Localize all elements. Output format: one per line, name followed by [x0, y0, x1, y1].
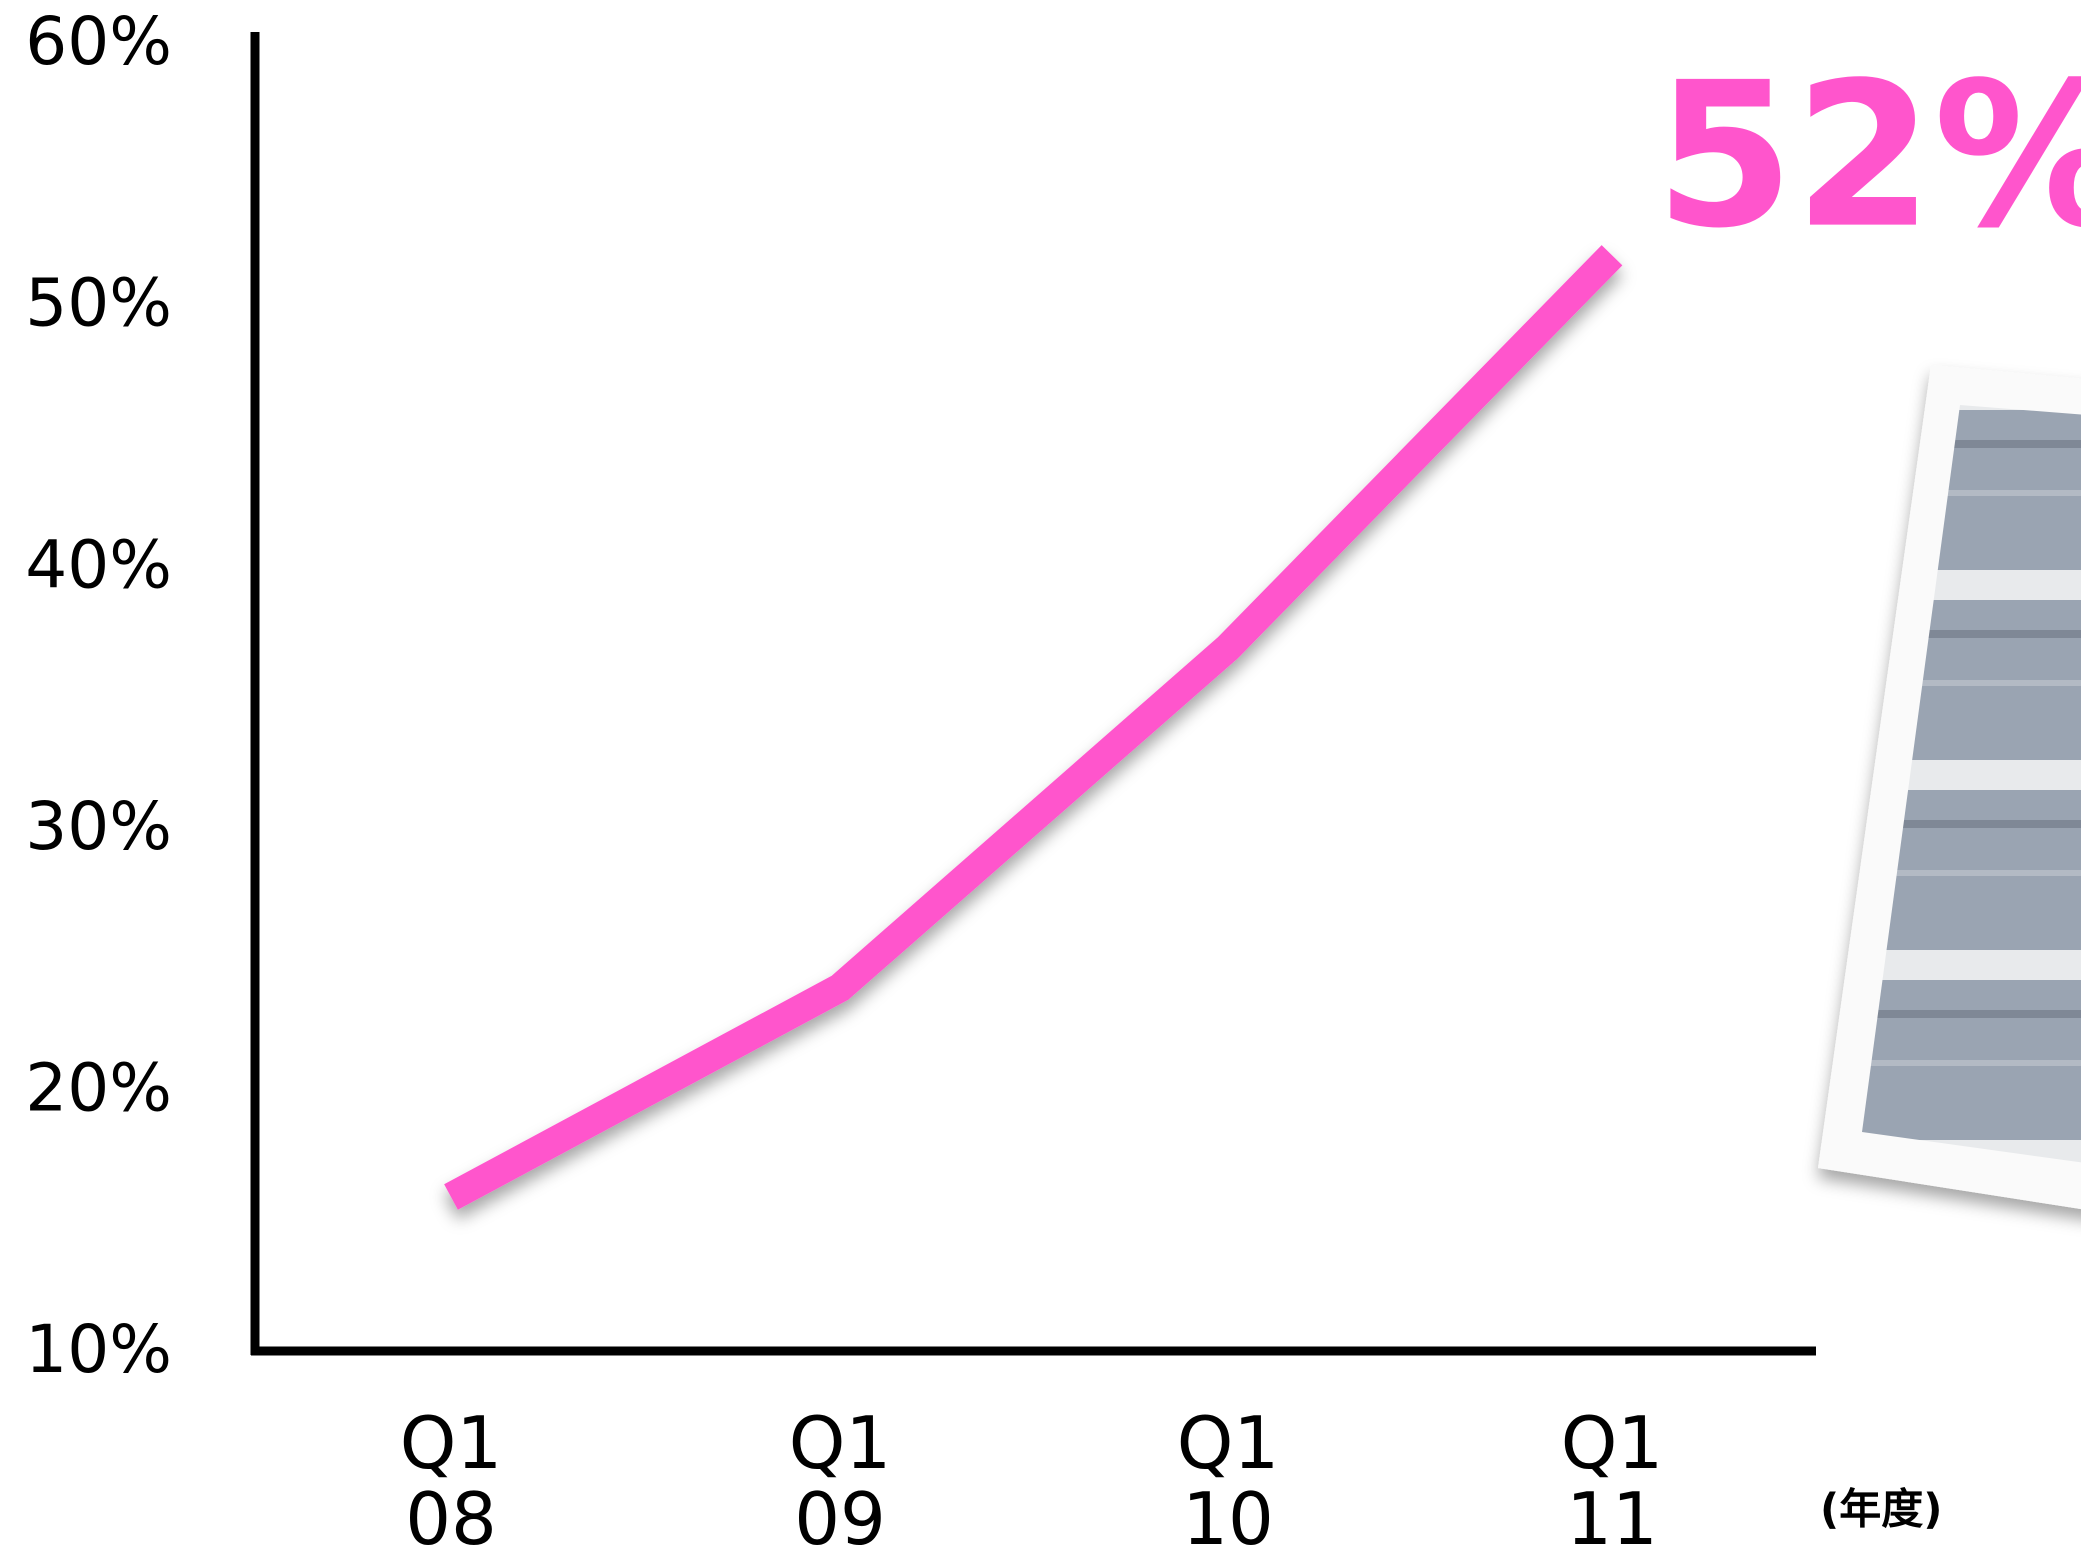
x-unit-label: (年度) — [1820, 1485, 1942, 1534]
annotation: 52% — [1655, 40, 2081, 273]
y-tick-label: 10% — [25, 1311, 172, 1388]
photo — [1818, 365, 2081, 1210]
y-tick-label: 60% — [25, 3, 172, 80]
y-tick-label: 20% — [25, 1049, 172, 1126]
x-tick-label: Q1 08 — [399, 1401, 503, 1561]
x-tick-label: Q1 09 — [788, 1401, 892, 1561]
line — [444, 245, 1623, 1210]
y-tick-label: 50% — [25, 265, 172, 342]
y-tick-label: 30% — [25, 788, 172, 865]
x-tick-label: Q1 10 — [1176, 1401, 1280, 1561]
x-tick-label: Q1 11 — [1560, 1401, 1664, 1561]
y-tick-label: 40% — [25, 526, 172, 603]
